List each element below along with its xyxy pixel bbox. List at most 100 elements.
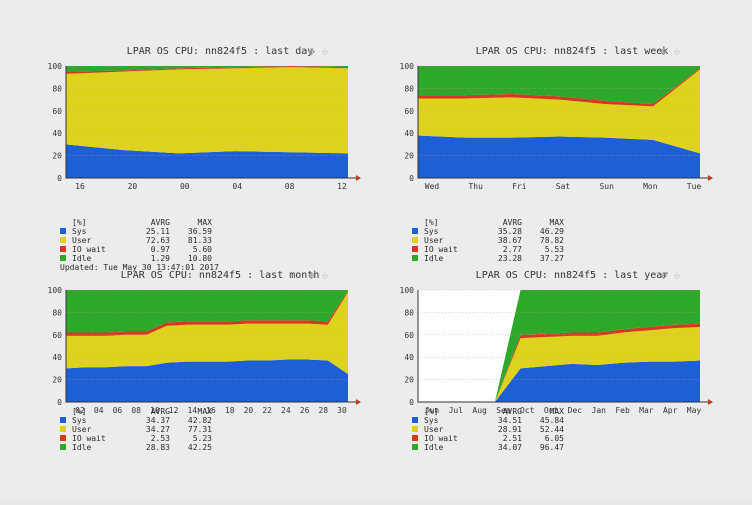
legend-swatch-user — [60, 237, 66, 243]
legend-name: Idle — [424, 443, 444, 452]
legend-avg: 28.91 — [497, 425, 522, 434]
legend-avg: 2.51 — [502, 434, 522, 443]
legend-row: Sys 34.37 42.82 — [60, 416, 212, 425]
legend-row: Sys 35.28 46.29 — [412, 227, 564, 236]
x-tick-label: Oct — [544, 406, 559, 415]
legend-avg: 28.83 — [145, 443, 170, 452]
x-tick-label: 08 — [131, 406, 141, 415]
legend-name: Sys — [72, 227, 87, 236]
y-tick-label: 100 — [48, 286, 63, 295]
legend-avg: 1.29 — [150, 254, 170, 263]
area-series-sys — [418, 360, 700, 402]
legend-name: IO wait — [72, 434, 106, 443]
legend-name: User — [72, 425, 92, 434]
y-tick-label: 60 — [404, 107, 414, 116]
y-tick-label: 60 — [52, 107, 62, 116]
legend-max: 96.47 — [539, 443, 564, 452]
panel-title: LPAR OS CPU: nn824f5 : last year — [475, 270, 669, 281]
x-tick-label: Jan — [592, 406, 607, 415]
x-tick-label: Jun — [425, 406, 440, 415]
legend-avg: 34.51 — [497, 416, 522, 425]
x-tick-label: 00 — [180, 182, 190, 191]
x-tick-label: Thu — [468, 182, 483, 191]
cpu-panel-last-month: LPAR OS CPU: nn824f5 : last month ✥ ☆ 0 20… — [30, 268, 370, 505]
legend-name: User — [424, 425, 444, 434]
legend-row: IO wait 0.97 5.60 — [60, 245, 219, 254]
move-icon[interactable]: ✥ — [308, 268, 316, 282]
axis-lines — [65, 66, 356, 179]
x-tick-label: May — [687, 406, 702, 415]
cpu-area-chart: 0 20 40 60 80 100 Jun Jul Aug Sep Oct Oct Dec Jan Feb M… — [400, 286, 713, 415]
x-tick-label: 02 — [75, 406, 85, 415]
x-tick-label: 28 — [318, 406, 328, 415]
legend-row: IO wait 2.77 5.53 — [412, 245, 564, 254]
star-icon[interactable]: ☆ — [321, 44, 329, 58]
legend-avg: 72.63 — [145, 236, 170, 245]
y-tick-label: 0 — [409, 398, 414, 407]
legend-avg: 0.97 — [150, 245, 170, 254]
legend-name: Idle — [72, 254, 92, 263]
legend-header-unit: [%] — [424, 218, 439, 227]
legend-header-unit: [%] — [72, 407, 87, 416]
legend-header-max: MAX — [197, 407, 212, 416]
legend: [%] AVRG MAX Sys 35.28 46.29 User 38.67 78.8… — [412, 218, 564, 263]
legend-max: 52.44 — [539, 425, 564, 434]
legend-name: IO wait — [72, 245, 106, 254]
move-icon[interactable]: ✥ — [660, 44, 668, 58]
legend-swatch-iowait — [412, 246, 418, 252]
y-tick-label: 80 — [404, 308, 414, 317]
move-icon[interactable]: ✥ — [308, 44, 316, 58]
legend-max: 81.33 — [187, 236, 212, 245]
legend-name: Sys — [424, 227, 439, 236]
legend-swatch-user — [412, 426, 418, 432]
y-tick-label: 0 — [57, 398, 62, 407]
x-tick-label: 16 — [75, 182, 85, 191]
y-tick-label: 20 — [404, 376, 414, 385]
legend-max: 6.05 — [544, 434, 564, 443]
move-icon[interactable]: ✥ — [660, 268, 668, 282]
legend-header: [%] AVRG MAX — [60, 218, 219, 227]
legend-name: IO wait — [424, 434, 458, 443]
star-icon[interactable]: ☆ — [673, 44, 681, 58]
star-icon[interactable]: ☆ — [673, 268, 681, 282]
legend-max: 42.25 — [187, 443, 212, 452]
legend-swatch-sys — [60, 228, 66, 234]
legend: [%] AVRG MAX Sys 25.11 36.59 User 72.63 81.3… — [60, 218, 219, 272]
cpu-panel-last-day: LPAR OS CPU: nn824f5 : last day ✥ ☆ 0 20 40… — [30, 44, 370, 281]
legend-max: 37.27 — [539, 254, 564, 263]
x-tick-label: Jul — [449, 406, 464, 415]
x-tick-label: Sun — [599, 182, 614, 191]
axis-arrow-icon — [708, 175, 713, 181]
legend-swatch-sys — [412, 228, 418, 234]
area-series-idle — [66, 290, 348, 333]
legend-name: IO wait — [424, 245, 458, 254]
legend-header: [%] AVRG MAX — [412, 407, 564, 416]
area-series-user — [418, 69, 700, 154]
legend-avg: 34.07 — [497, 443, 522, 452]
y-tick-label: 0 — [57, 174, 62, 183]
x-tick-label: Oct — [520, 406, 535, 415]
y-tick-label: 40 — [404, 129, 414, 138]
legend-name: Sys — [424, 416, 439, 425]
legend-avg: 34.27 — [145, 425, 170, 434]
x-tick-label: 20 — [128, 182, 138, 191]
legend-swatch-iowait — [412, 435, 418, 441]
legend-row: User 38.67 78.82 — [412, 236, 564, 245]
legend-row: IO wait 2.51 6.05 — [412, 434, 564, 443]
cpu-area-chart: 0 20 40 60 80 100 02 04 06 08 10 12 14 16 18 20 22 24 26 28… — [48, 286, 361, 415]
legend-header-unit: [%] — [424, 407, 439, 416]
area-series-io-wait — [66, 66, 348, 74]
legend-header-unit: [%] — [72, 218, 87, 227]
legend-max: 77.31 — [187, 425, 212, 434]
legend-swatch-idle — [60, 444, 66, 450]
x-tick-label: 04 — [94, 406, 104, 415]
star-icon[interactable]: ☆ — [321, 268, 329, 282]
x-tick-label: Sat — [556, 182, 571, 191]
y-tick-label: 100 — [400, 62, 415, 71]
legend-swatch-iowait — [60, 246, 66, 252]
legend-name: Sys — [72, 416, 87, 425]
panel-title: LPAR OS CPU: nn824f5 : last day — [126, 46, 314, 57]
legend-swatch-idle — [60, 255, 66, 261]
cpu-area-chart: 0 20 40 60 80 100 Wed Thu Fri Sat Sun Mon Tue — [400, 62, 713, 191]
